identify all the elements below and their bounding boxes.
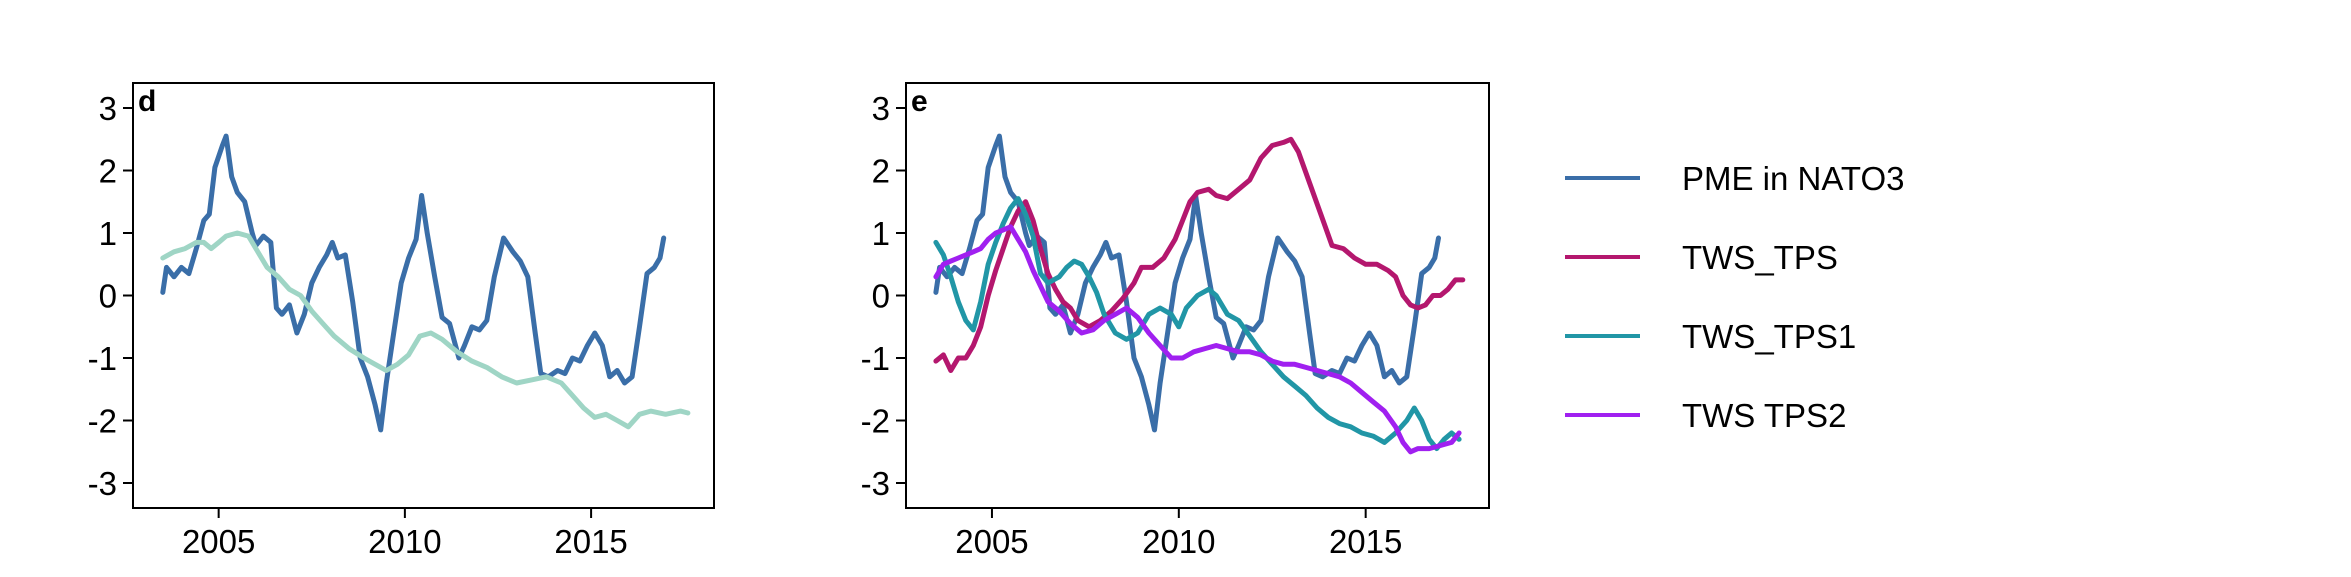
panel-d: 3 2 1 0 -1 -2 -3 2005 2010 2015 d (88, 82, 715, 560)
legend-label-pme-in-nato3: PME in NATO3 (1682, 160, 1905, 197)
x-tick-label: 2005 (182, 523, 255, 560)
y-tick-label: -2 (861, 403, 890, 440)
y-tick-label: 2 (872, 153, 890, 190)
y-tick-label: -1 (861, 340, 890, 377)
y-tick-label: 1 (99, 215, 117, 252)
series-line-tws-tps1 (933, 196, 1462, 452)
series-line-pme-in-nato3 (160, 133, 667, 433)
legend-label-tws-tps: TWS_TPS (1682, 239, 1838, 276)
x-tick-label: 2010 (1142, 523, 1215, 560)
legend-label-tws-tps2: TWS TPS2 (1682, 397, 1846, 434)
legend-label-tws-tps1: TWS_TPS1 (1682, 318, 1856, 355)
series-line-tws-tps2 (933, 224, 1462, 455)
x-tick-label: 2010 (368, 523, 441, 560)
y-tick-label: 0 (99, 278, 117, 315)
legend: PME in NATO3 TWS_TPS TWS_TPS1 TWS TPS2 (1565, 160, 1905, 434)
y-tick-label: -2 (88, 403, 117, 440)
y-tick-label: -3 (861, 465, 890, 502)
y-tick-label: 3 (872, 90, 890, 127)
series-line-pme-in-nato3 (933, 133, 1441, 433)
series-line-average-tws-of-sr1-sr2-and-sr3 (160, 230, 691, 430)
panel-e: 3 2 1 0 -1 -2 -3 2005 2010 2015 e (861, 82, 1490, 560)
x-tick-label: 2005 (955, 523, 1028, 560)
y-tick-label: -3 (88, 465, 117, 502)
y-tick-label: 0 (872, 278, 890, 315)
x-tick-label: 2015 (1329, 523, 1402, 560)
y-tick-label: 1 (872, 215, 890, 252)
panel-label: d (138, 85, 156, 118)
y-tick-label: 3 (99, 90, 117, 127)
y-tick-label: -1 (88, 340, 117, 377)
series-line-tws-tps (933, 136, 1466, 373)
y-tick-label: 2 (99, 153, 117, 190)
x-tick-label: 2015 (554, 523, 627, 560)
panel-label: e (911, 85, 928, 118)
